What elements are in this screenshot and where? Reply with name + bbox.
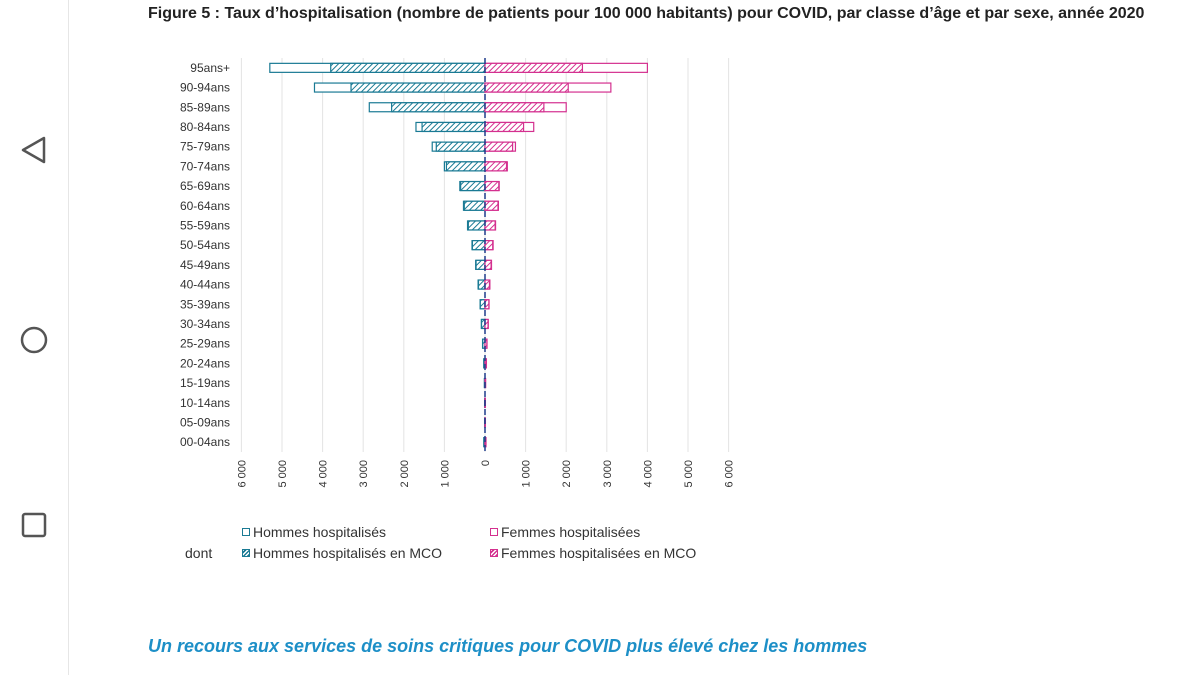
legend-swatch-femmes — [490, 528, 498, 536]
legend-label-femmes-mco: Femmes hospitalisées en MCO — [501, 545, 697, 561]
bar-hommes-mco — [463, 200, 486, 211]
bar-hommes-mco — [460, 180, 486, 192]
legend-swatch-hommes-mco — [242, 549, 250, 557]
age-label: 70-74ans — [180, 159, 230, 173]
bar-femmes-mco — [484, 240, 494, 251]
figure-caption: Un recours aux services de soins critiqu… — [148, 636, 868, 656]
x-tick-labels: 6 000 5 000 4 000 3 000 2 000 1 000 0 1 000 2 00… — [236, 460, 735, 488]
bar-hommes-mco — [435, 141, 486, 152]
age-label: 95ans+ — [190, 61, 230, 75]
legend-swatch-hommes — [242, 528, 250, 536]
age-label: 40-44ans — [180, 278, 230, 292]
legend-label-hommes: Hommes hospitalisés — [253, 524, 387, 540]
legend-hommes: Hommes hospitalisés — [242, 524, 386, 540]
bar-hommes-mco — [350, 82, 486, 93]
legend-femmes: Femmes hospitalisées — [490, 524, 640, 540]
legend-dont-label: dont — [185, 545, 213, 561]
bar-hommes-mco — [391, 102, 486, 113]
age-label: 05-09ans — [180, 415, 230, 429]
age-label: 80-84ans — [180, 120, 230, 134]
x-tick-label: 5 000 — [277, 460, 289, 488]
age-label: 90-94ans — [180, 81, 230, 95]
bar-femmes-mco — [484, 82, 569, 93]
x-tick-label: 2 000 — [399, 460, 411, 488]
x-tick-label: 2 000 — [561, 460, 573, 488]
x-tick-label: 5 000 — [683, 460, 695, 488]
bar-hommes-mco — [330, 62, 486, 73]
age-label: 10-14ans — [180, 396, 230, 410]
x-tick-label: 3 000 — [358, 460, 370, 488]
legend-hommes-mco: Hommes hospitalisés en MCO — [242, 545, 442, 561]
age-label: 20-24ans — [180, 356, 230, 370]
legend-femmes-mco: Femmes hospitalisées en MCO — [490, 545, 696, 561]
age-label: 50-54ans — [180, 238, 230, 252]
figure-title: Figure 5 : Taux d’hospitalisation (nombr… — [148, 5, 1145, 22]
bar-hommes-mco — [445, 161, 486, 172]
age-labels: 95ans+ 90-94ans 85-89ans 80-84ans 75-79ans 70… — [180, 61, 230, 449]
age-label: 35-39ans — [180, 297, 230, 311]
home-circle-icon[interactable] — [14, 320, 54, 360]
x-tick-label: 4 000 — [642, 460, 654, 488]
x-tick-label: 3 000 — [602, 460, 614, 488]
x-tick-label: 1 000 — [521, 460, 533, 488]
bar-femmes-mco — [484, 180, 500, 192]
age-label: 65-69ans — [180, 179, 230, 193]
age-label: 75-79ans — [180, 140, 230, 154]
bar-femmes-mco — [484, 62, 584, 73]
recent-apps-square-icon[interactable] — [14, 505, 54, 545]
bar-hommes-mco — [477, 279, 486, 290]
bar-femmes-mco — [484, 161, 508, 172]
navigation-bar — [0, 0, 69, 675]
age-label: 00-04ans — [180, 435, 230, 449]
age-label: 55-59ans — [180, 218, 230, 232]
bar-femmes-mco — [484, 121, 525, 133]
x-tick-label: 1 000 — [439, 460, 451, 488]
bar-femmes-mco — [484, 220, 496, 231]
back-triangle-icon[interactable] — [14, 130, 54, 170]
x-tick-label: 0 — [480, 460, 492, 466]
legend-swatch-femmes-mco — [490, 549, 498, 557]
bar-hommes-mco — [471, 240, 486, 251]
age-label: 60-64ans — [180, 199, 230, 213]
bar-femmes-mco — [484, 338, 488, 349]
legend-label-hommes-mco: Hommes hospitalisés en MCO — [253, 545, 443, 561]
x-tick-label: 4 000 — [318, 460, 330, 488]
bar-femmes-mco — [484, 259, 492, 270]
legend-label-femmes: Femmes hospitalisées — [501, 524, 641, 540]
bars — [269, 62, 648, 448]
age-label: 15-19ans — [180, 376, 230, 390]
bar-femmes-mco — [484, 200, 499, 211]
bar-hommes-mco — [467, 220, 486, 231]
bar-femmes-mco — [484, 102, 545, 113]
x-tick-label: 6 000 — [236, 460, 248, 488]
bar-hommes-mco — [475, 259, 486, 270]
age-label: 30-34ans — [180, 317, 230, 331]
age-label: 45-49ans — [180, 258, 230, 272]
age-label: 25-29ans — [180, 337, 230, 351]
bar-femmes-mco — [484, 141, 514, 152]
bar-hommes-mco — [421, 121, 486, 133]
age-label: 85-89ans — [180, 100, 230, 114]
x-tick-label: 6 000 — [724, 460, 736, 488]
